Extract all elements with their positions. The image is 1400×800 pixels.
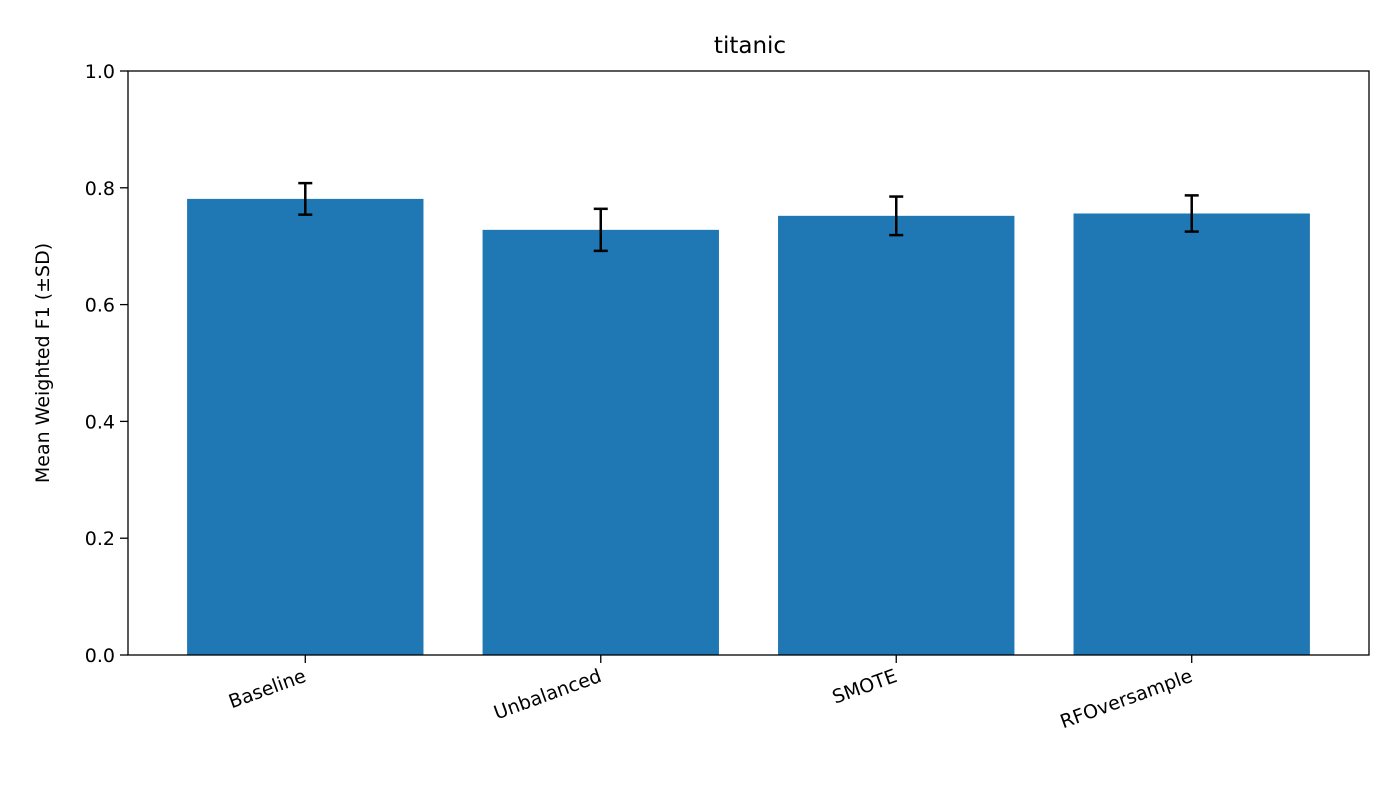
y-tick-label: 0.0: [85, 645, 115, 667]
plot-frame: [127, 70, 1370, 656]
y-tick-label: 0.4: [85, 411, 115, 433]
x-axis: Baseline Unbalanced SMOTE RFOversample: [226, 655, 1195, 733]
error-bar-smote: [889, 195, 904, 237]
error-bar-rfoversample: [1184, 194, 1199, 233]
error-bar-unbalanced: [593, 207, 608, 253]
x-tick-label: RFOversample: [1057, 665, 1195, 733]
x-tick-label: Unbalanced: [491, 665, 605, 724]
bar-rfoversample: [1073, 213, 1310, 655]
chart-title: titanic: [714, 33, 786, 59]
error-bar-baseline: [298, 181, 313, 216]
bars-group: [187, 198, 1310, 655]
x-tick-label: Baseline: [226, 665, 309, 713]
x-tick-label: SMOTE: [829, 665, 900, 709]
y-tick-label: 0.2: [85, 528, 115, 550]
y-axis-label: Mean Weighted F1 (±SD): [32, 243, 54, 483]
bar-smote: [778, 215, 1015, 655]
y-tick-label: 0.8: [85, 178, 115, 200]
error-bars-group: [298, 181, 1199, 253]
y-axis: 0.0 0.2 0.4 0.6 0.8 1.0: [85, 61, 128, 667]
bar-baseline: [187, 198, 424, 655]
bar-unbalanced: [482, 229, 719, 655]
y-tick-label: 0.6: [85, 295, 115, 317]
y-tick-label: 1.0: [85, 61, 115, 83]
